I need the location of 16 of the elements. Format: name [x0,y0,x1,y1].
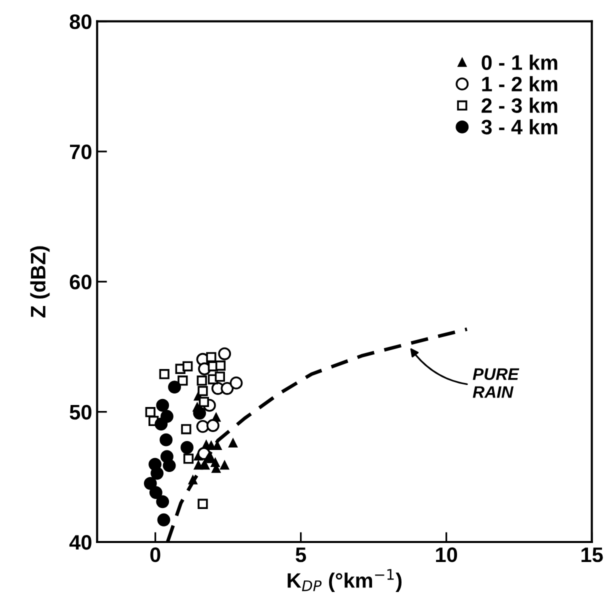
legend-label: 0 - 1 km [482,54,558,70]
y-tick-label: 50 [70,404,92,420]
x-tick-label: 0 [150,547,160,562]
x-tick-label: 10 [436,547,458,562]
x-axis-title: K$_{DP}$ (°km$^{−1}$) [288,569,402,592]
y-tick-label: 70 [70,144,92,160]
x-tick-label: 15 [582,548,603,562]
y-axis-title: Z (dBZ) [30,246,50,318]
annotation: PURE RAIN [472,368,520,398]
legend-label: 2 - 3 km [482,98,558,113]
legend-label: 1 - 2 km [482,76,558,92]
x-tick-label: 5 [296,548,306,562]
legend-label: 3 - 4 km [481,119,558,134]
y-tick-label: 60 [70,274,92,290]
y-tick-label: 80 [70,14,92,30]
y-tick-label: 40 [69,535,92,550]
